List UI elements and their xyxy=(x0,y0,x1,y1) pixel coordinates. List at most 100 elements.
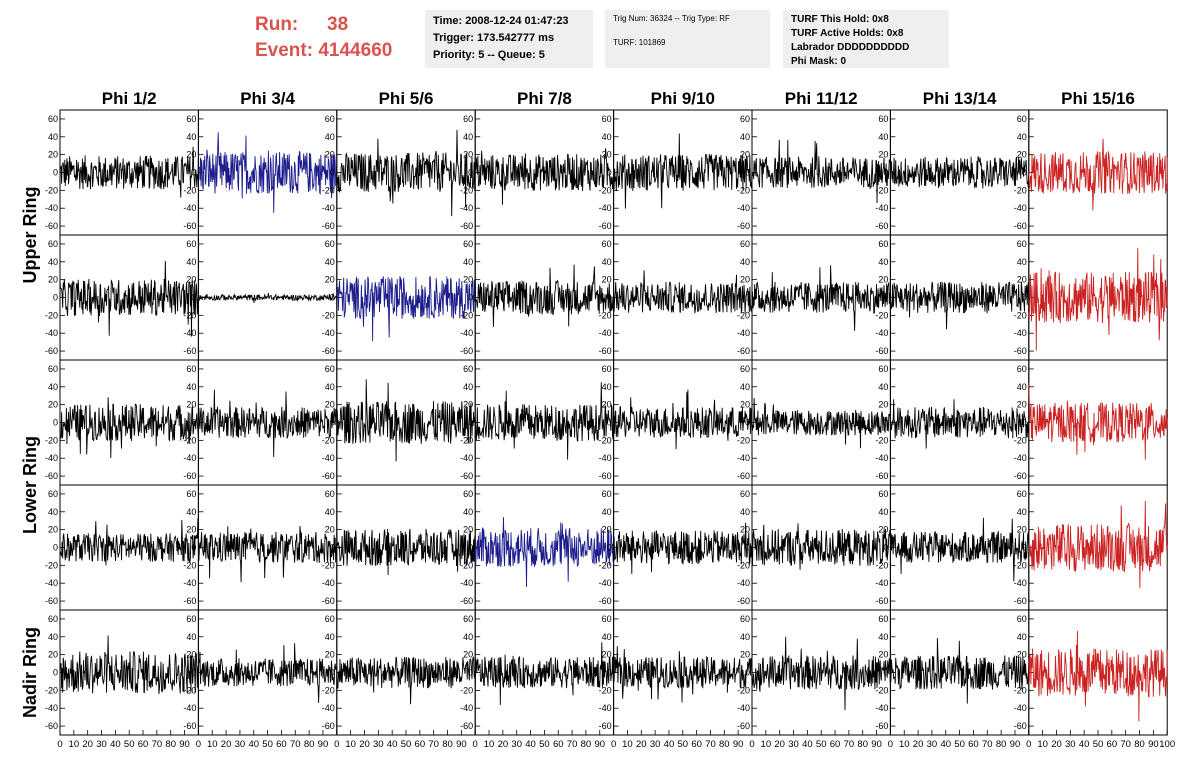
waveform-trace xyxy=(336,528,476,576)
y-tick-label: 0 xyxy=(191,668,196,678)
x-tick-label: 40 xyxy=(1079,739,1090,750)
x-tick-label: 50 xyxy=(124,739,135,750)
waveform-trace xyxy=(1028,382,1168,460)
run-value: 38 xyxy=(327,14,349,35)
y-tick-label: 60 xyxy=(463,364,473,374)
y-tick-label: 60 xyxy=(463,614,473,624)
y-tick-label: 20 xyxy=(186,650,196,660)
y-tick-label: 40 xyxy=(602,507,612,517)
y-tick-label: 60 xyxy=(48,489,58,499)
y-tick-label: 60 xyxy=(878,239,888,249)
waveform-trace xyxy=(1028,248,1168,351)
y-tick-label: -20 xyxy=(322,560,335,570)
y-tick-label: 20 xyxy=(48,150,58,160)
y-tick-label: 60 xyxy=(1017,114,1027,124)
y-tick-label: 20 xyxy=(878,525,888,535)
y-tick-label: -40 xyxy=(599,328,612,338)
y-tick-label: 40 xyxy=(325,382,335,392)
y-tick-label: 0 xyxy=(607,418,612,428)
waveform-trace xyxy=(59,146,199,198)
y-tick-label: 40 xyxy=(325,257,335,267)
y-tick-label: 0 xyxy=(745,293,750,303)
waveform-trace xyxy=(474,264,615,328)
y-tick-label: -40 xyxy=(875,453,888,463)
y-tick-label: 20 xyxy=(463,525,473,535)
waveform-trace xyxy=(890,399,1030,449)
y-tick-label: -20 xyxy=(322,435,335,445)
x-tick-label: 60 xyxy=(415,739,426,750)
waveform-trace xyxy=(1028,500,1168,589)
x-tick-label: 40 xyxy=(802,739,813,750)
x-tick-label: 80 xyxy=(165,739,176,750)
y-tick-label: 20 xyxy=(1017,650,1027,660)
y-tick-label: -60 xyxy=(322,221,335,231)
y-tick-label: -60 xyxy=(460,596,473,606)
y-tick-label: -40 xyxy=(460,203,473,213)
y-tick-label: 20 xyxy=(602,650,612,660)
x-tick-label: 40 xyxy=(525,739,536,750)
waveform-trace xyxy=(59,518,199,566)
y-tick-label: 40 xyxy=(325,632,335,642)
x-tick-label: 70 xyxy=(1120,739,1131,750)
y-tick-label: 0 xyxy=(53,293,58,303)
y-tick-label: 20 xyxy=(740,150,750,160)
y-tick-label: -20 xyxy=(737,310,750,320)
y-tick-label: -40 xyxy=(737,578,750,588)
y-tick-label: -60 xyxy=(322,596,335,606)
y-tick-label: 40 xyxy=(48,132,58,142)
y-tick-label: 0 xyxy=(883,543,888,553)
y-tick-label: 40 xyxy=(463,507,473,517)
y-tick-label: -40 xyxy=(599,203,612,213)
x-tick-label: 60 xyxy=(138,739,149,750)
y-tick-label: -20 xyxy=(1014,310,1027,320)
waveform-trace xyxy=(751,523,891,570)
y-tick-label: 0 xyxy=(53,168,58,178)
y-tick-label: -20 xyxy=(183,560,196,570)
y-tick-label: -60 xyxy=(183,221,196,231)
y-tick-label: 20 xyxy=(602,275,612,285)
x-tick-label: 60 xyxy=(691,739,702,750)
y-tick-label: -60 xyxy=(45,346,58,356)
y-tick-label: 60 xyxy=(186,614,196,624)
y-tick-label: 60 xyxy=(463,114,473,124)
y-tick-label: 60 xyxy=(186,489,196,499)
y-tick-label: -40 xyxy=(1014,453,1027,463)
y-tick-label: 20 xyxy=(602,400,612,410)
waveform-trace xyxy=(197,643,337,703)
x-tick-label: 10 xyxy=(345,739,356,750)
y-tick-label: 20 xyxy=(1017,275,1027,285)
y-tick-label: 20 xyxy=(325,650,335,660)
y-tick-label: -40 xyxy=(45,703,58,713)
waveform-trace xyxy=(474,382,615,460)
turf-info-box: TURF This Hold: 0x8 TURF Active Holds: 0… xyxy=(783,10,949,68)
labrador-text: Labrador DDDDDDDDDD xyxy=(791,42,910,53)
y-tick-label: 20 xyxy=(463,400,473,410)
y-tick-label: 0 xyxy=(330,168,335,178)
y-tick-label: -40 xyxy=(875,578,888,588)
y-tick-label: -60 xyxy=(460,221,473,231)
x-tick-label: 80 xyxy=(304,739,315,750)
y-tick-label: -20 xyxy=(183,310,196,320)
waveform-trace xyxy=(613,133,753,209)
y-tick-label: -40 xyxy=(322,578,335,588)
x-tick-label: 30 xyxy=(373,739,384,750)
y-tick-label: -20 xyxy=(737,185,750,195)
y-tick-label: 60 xyxy=(740,114,750,124)
row-label: Upper Ring xyxy=(20,187,40,284)
y-tick-label: 60 xyxy=(602,239,612,249)
y-tick-label: 60 xyxy=(740,239,750,249)
x-tick-label: 50 xyxy=(678,739,689,750)
y-tick-label: 40 xyxy=(1017,132,1027,142)
y-tick-label: 0 xyxy=(191,418,196,428)
y-tick-label: 20 xyxy=(48,525,58,535)
y-tick-label: 0 xyxy=(330,293,335,303)
column-header: Phi 1/2 xyxy=(102,89,157,108)
x-tick-label: 0 xyxy=(1026,739,1031,750)
y-tick-label: -20 xyxy=(599,310,612,320)
waveform-trace xyxy=(474,148,615,205)
y-tick-label: 40 xyxy=(186,382,196,392)
y-tick-label: -20 xyxy=(460,560,473,570)
y-tick-label: -40 xyxy=(1014,578,1027,588)
y-tick-label: 60 xyxy=(463,239,473,249)
y-tick-label: -60 xyxy=(875,221,888,231)
